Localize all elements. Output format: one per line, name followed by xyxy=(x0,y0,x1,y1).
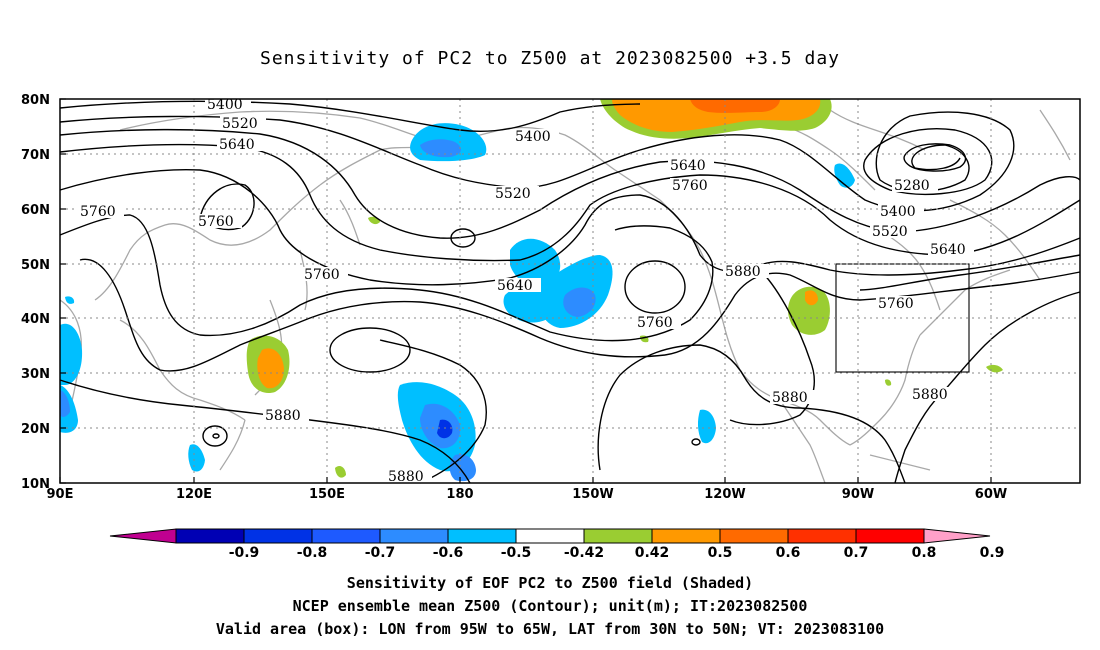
contour-label: 5760 xyxy=(304,267,340,283)
colorbar-label: -0.9 xyxy=(229,545,260,561)
lon-label: 150W xyxy=(572,487,613,502)
contour-label: 5640 xyxy=(219,137,255,153)
contour-labels: 5400 5520 5640 5760 5760 5760 5880 5880 … xyxy=(78,97,974,485)
contour-label: 5400 xyxy=(880,204,916,220)
colorbar-segment xyxy=(787,528,857,544)
contour-label: 5640 xyxy=(497,278,533,294)
contour-label: 5640 xyxy=(930,242,966,258)
shading-positive xyxy=(246,99,1003,478)
lat-labels: 80N 70N 60N 50N 40N 30N 20N 10N xyxy=(21,93,50,492)
colorbar-label: -0.5 xyxy=(501,545,532,561)
contour-label: 5880 xyxy=(725,264,761,280)
lat-label: 10N xyxy=(21,477,50,492)
lat-label: 60N xyxy=(21,203,50,218)
caption-contour: NCEP ensemble mean Z500 (Contour); unit(… xyxy=(292,597,808,615)
contour-label: 5760 xyxy=(637,315,673,331)
colorbar-label: -0.42 xyxy=(564,545,604,561)
colorbar-label: 0.7 xyxy=(844,545,869,561)
contour-label: 5880 xyxy=(772,390,808,406)
lon-label: 120W xyxy=(704,487,745,502)
map-title: Sensitivity of PC2 to Z500 at 2023082500… xyxy=(259,48,840,69)
colorbar-segment xyxy=(379,528,449,544)
colorbar-label: 0.42 xyxy=(635,545,670,561)
caption-shaded: Sensitivity of EOF PC2 to Z500 field (Sh… xyxy=(346,574,754,592)
contour-label: 5640 xyxy=(670,158,706,174)
colorbar-segment xyxy=(175,528,245,544)
colorbar: -0.9 -0.8 -0.7 -0.6 -0.5 -0.42 0.42 0.5 0.6 0.7 0.… xyxy=(109,528,1005,561)
colorbar-label: -0.6 xyxy=(433,545,464,561)
grid-lines xyxy=(60,99,1080,483)
lat-label: 70N xyxy=(21,148,50,163)
colorbar-segment xyxy=(109,528,177,544)
lon-label: 90E xyxy=(47,487,74,502)
colorbar-label: 0.5 xyxy=(708,545,733,561)
colorbar-segment xyxy=(923,528,991,544)
contour-label: 5880 xyxy=(912,387,948,403)
lon-label: 90W xyxy=(842,487,874,502)
z500-contours xyxy=(59,100,1081,484)
lon-label: 60W xyxy=(975,487,1007,502)
lat-label: 80N xyxy=(21,93,50,108)
colorbar-segment xyxy=(719,528,789,544)
lon-label: 180 xyxy=(446,487,473,502)
colorbar-segment xyxy=(855,528,925,544)
lat-label: 30N xyxy=(21,367,50,382)
colorbar-segment xyxy=(583,528,653,544)
lat-label: 20N xyxy=(21,422,50,437)
axis-ticks xyxy=(59,98,992,484)
colorbar-label: -0.8 xyxy=(297,545,328,561)
colorbar-segment xyxy=(243,528,313,544)
contour-label: 5280 xyxy=(894,178,930,194)
shading-negative xyxy=(60,123,855,482)
colorbar-segment xyxy=(651,528,721,544)
contour-label: 5880 xyxy=(388,469,424,485)
colorbar-label: 0.9 xyxy=(980,545,1005,561)
caption-valid-area: Valid area (box): LON from 95W to 65W, L… xyxy=(215,620,885,638)
contour-label: 5400 xyxy=(207,97,243,113)
contour-label: 5880 xyxy=(265,408,301,424)
lat-label: 40N xyxy=(21,312,50,327)
lon-labels: 90E 120E 150E 180 150W 120W 90W 60W xyxy=(47,487,1008,502)
colorbar-label: -0.7 xyxy=(365,545,396,561)
colorbar-segment xyxy=(311,528,381,544)
contour-label: 5520 xyxy=(222,116,258,132)
contour-label: 5520 xyxy=(495,186,531,202)
colorbar-segment xyxy=(447,528,517,544)
contour-label: 5760 xyxy=(198,214,234,230)
colorbar-segment xyxy=(515,528,585,544)
map-frame xyxy=(59,98,1081,484)
contour-label: 5760 xyxy=(878,296,914,312)
lat-label: 50N xyxy=(21,258,50,273)
colorbar-label: 0.8 xyxy=(912,545,937,561)
lon-label: 150E xyxy=(309,487,345,502)
contour-label: 5520 xyxy=(872,224,908,240)
lon-label: 120E xyxy=(176,487,212,502)
contour-label: 5760 xyxy=(672,178,708,194)
contour-label: 5760 xyxy=(80,204,116,220)
contour-label: 5400 xyxy=(515,129,551,145)
colorbar-label: 0.6 xyxy=(776,545,801,561)
